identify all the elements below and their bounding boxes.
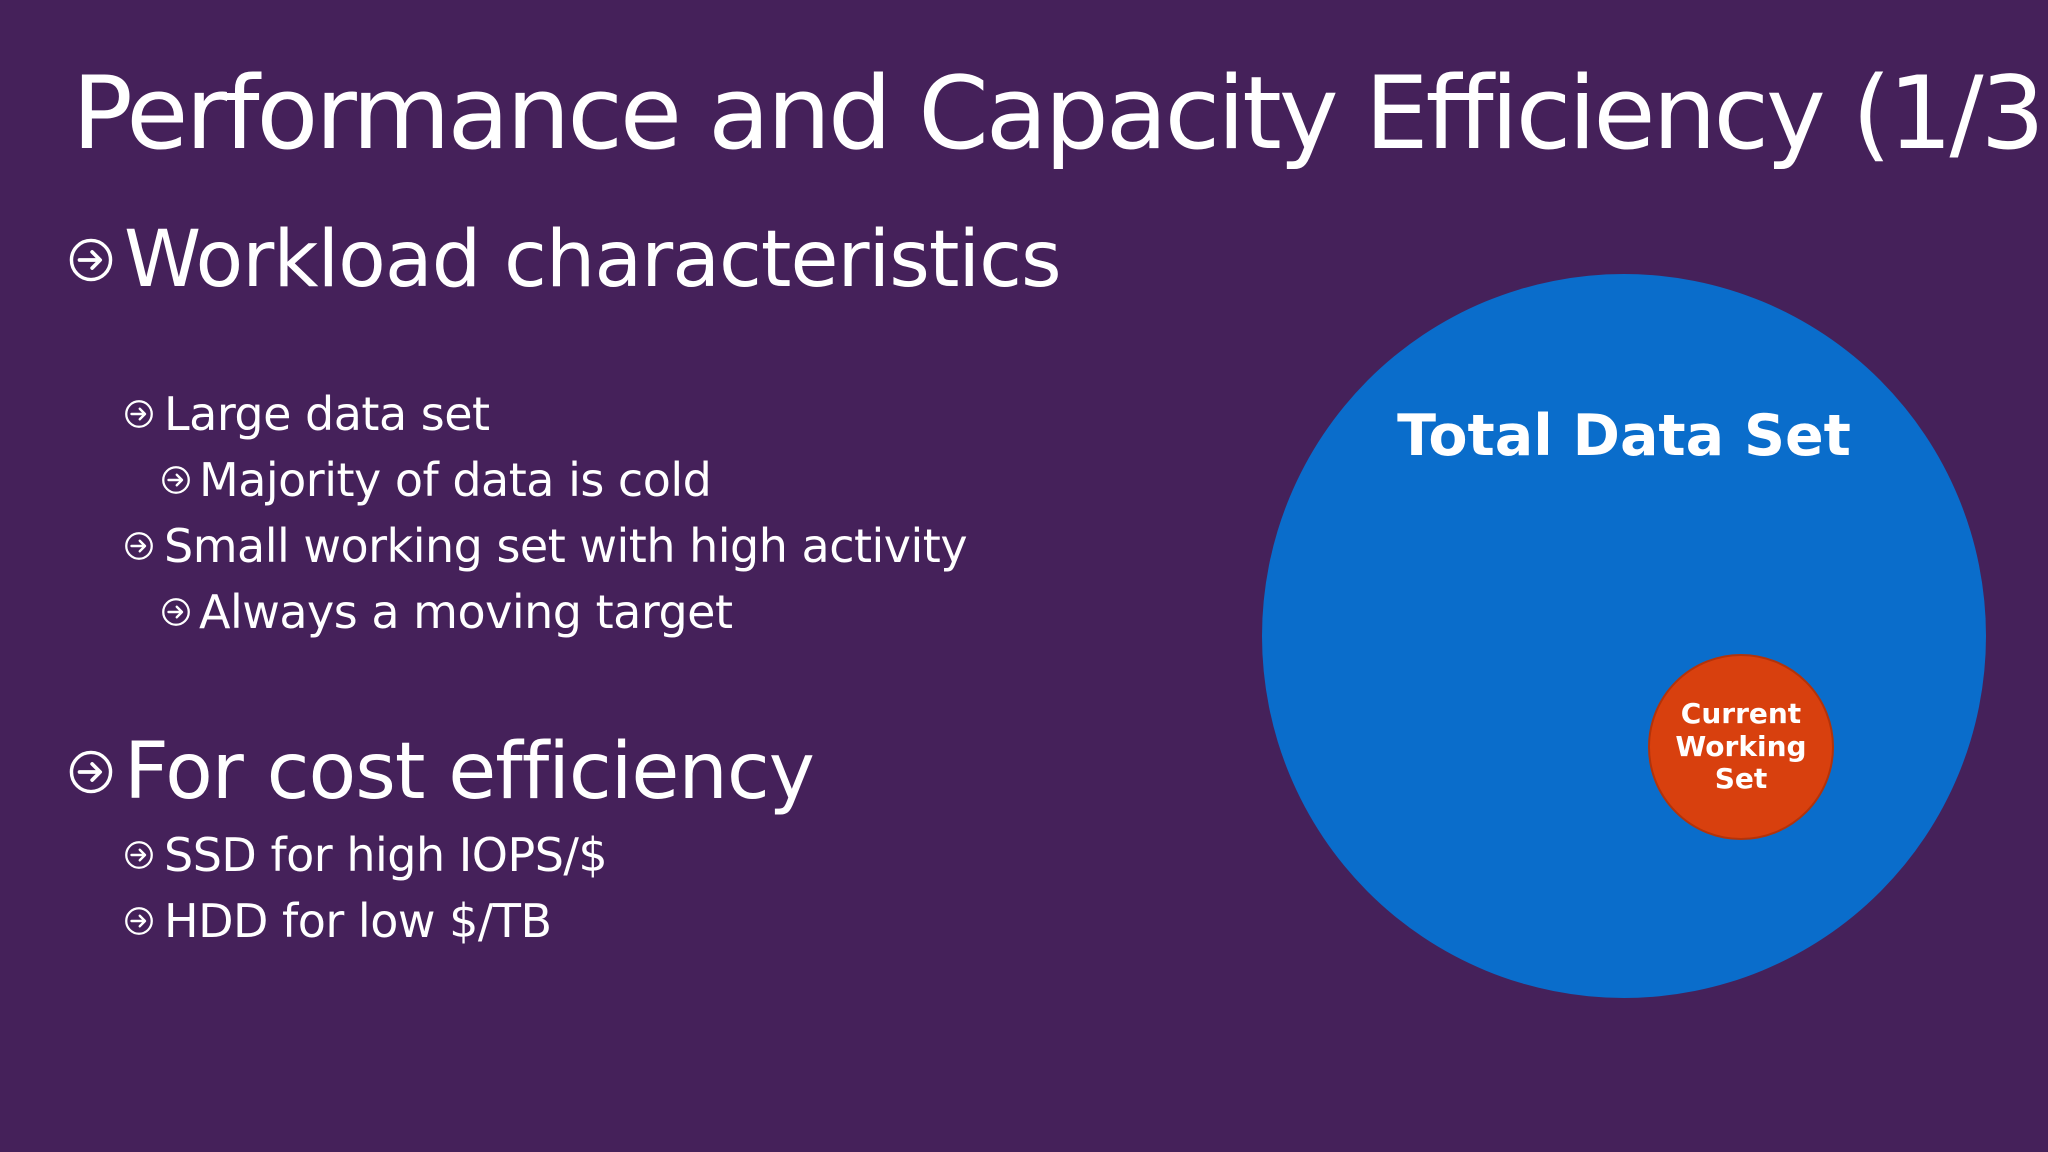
circled-arrow-icon — [125, 400, 153, 428]
current-working-set-circle — [1648, 654, 1834, 840]
list-item-text: Always a moving target — [199, 585, 733, 639]
list-item-majority-cold: Majority of data is cold — [161, 453, 712, 507]
list-item-ssd: SSD for high IOPS/$ — [124, 828, 608, 882]
section-heading-text: For cost efficiency — [124, 727, 815, 817]
list-item-large-data-set: Large data set — [124, 387, 490, 441]
list-item-text: Majority of data is cold — [199, 453, 712, 507]
circled-arrow-icon — [162, 466, 190, 494]
circled-arrow-icon — [125, 841, 153, 869]
slide-title: Performance and Capacity Efficiency (1/3… — [72, 54, 2048, 172]
section-heading-cost-efficiency: For cost efficiency — [68, 727, 815, 817]
list-item-hdd: HDD for low $/TB — [124, 894, 552, 948]
list-item-text: SSD for high IOPS/$ — [164, 828, 608, 882]
circled-arrow-icon — [69, 750, 113, 794]
list-item-text: Small working set with high activity — [164, 519, 968, 573]
circled-arrow-icon — [69, 238, 113, 282]
section-heading-workload: Workload characteristics — [68, 215, 1062, 305]
circled-arrow-icon — [125, 532, 153, 560]
total-data-set-circle — [1262, 274, 1986, 998]
circled-arrow-icon — [162, 598, 190, 626]
list-item-text: Large data set — [164, 387, 490, 441]
list-item-text: HDD for low $/TB — [164, 894, 552, 948]
list-item-small-working-set: Small working set with high activity — [124, 519, 968, 573]
section-heading-text: Workload characteristics — [124, 215, 1062, 305]
list-item-moving-target: Always a moving target — [161, 585, 733, 639]
circled-arrow-icon — [125, 907, 153, 935]
